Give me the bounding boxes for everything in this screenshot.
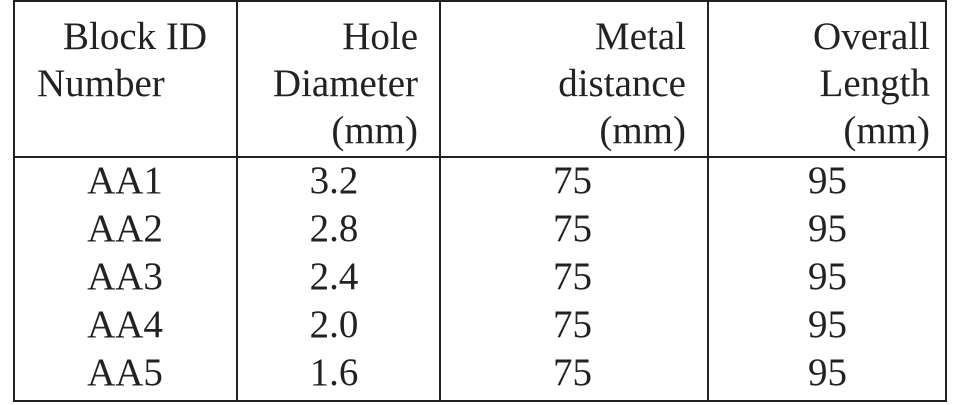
table-cell: 95 [808,351,847,394]
table-cell: AA4 [87,303,163,346]
header-cell-text: Diameter [273,62,418,105]
table-cell: 95 [808,303,847,346]
header-cell-text: Block ID [63,15,207,58]
table-cell: AA2 [87,207,163,250]
table-border [13,0,947,402]
header-cell-text: (mm) [599,109,686,152]
table-cell: 75 [553,351,592,394]
table-cell: 75 [553,159,592,202]
table-cell: 2.4 [310,255,359,298]
table-cell: AA5 [87,351,163,394]
table-cell: 75 [553,303,592,346]
header-cell-text: (mm) [843,109,930,152]
header-cell-text: distance [558,62,686,105]
header-cell-text: Overall [813,15,930,58]
table-cell: 1.6 [310,351,359,394]
table-cell: 3.2 [310,159,359,202]
table-cell: AA1 [87,159,163,202]
table-cell: 2.8 [310,207,359,250]
table-cell: 95 [808,255,847,298]
table-cell: 95 [808,159,847,202]
table-cell: AA3 [87,255,163,298]
table-cell: 95 [808,207,847,250]
table-cell: 2.0 [310,303,359,346]
header-cell-text: Hole [342,15,418,58]
header-cell-text: Length [820,62,930,105]
table-cell: 75 [553,255,592,298]
header-cell-text: Number [37,62,165,105]
header-cell-text: (mm) [331,109,418,152]
table-cell: 75 [553,207,592,250]
header-cell-text: Metal [595,15,686,58]
